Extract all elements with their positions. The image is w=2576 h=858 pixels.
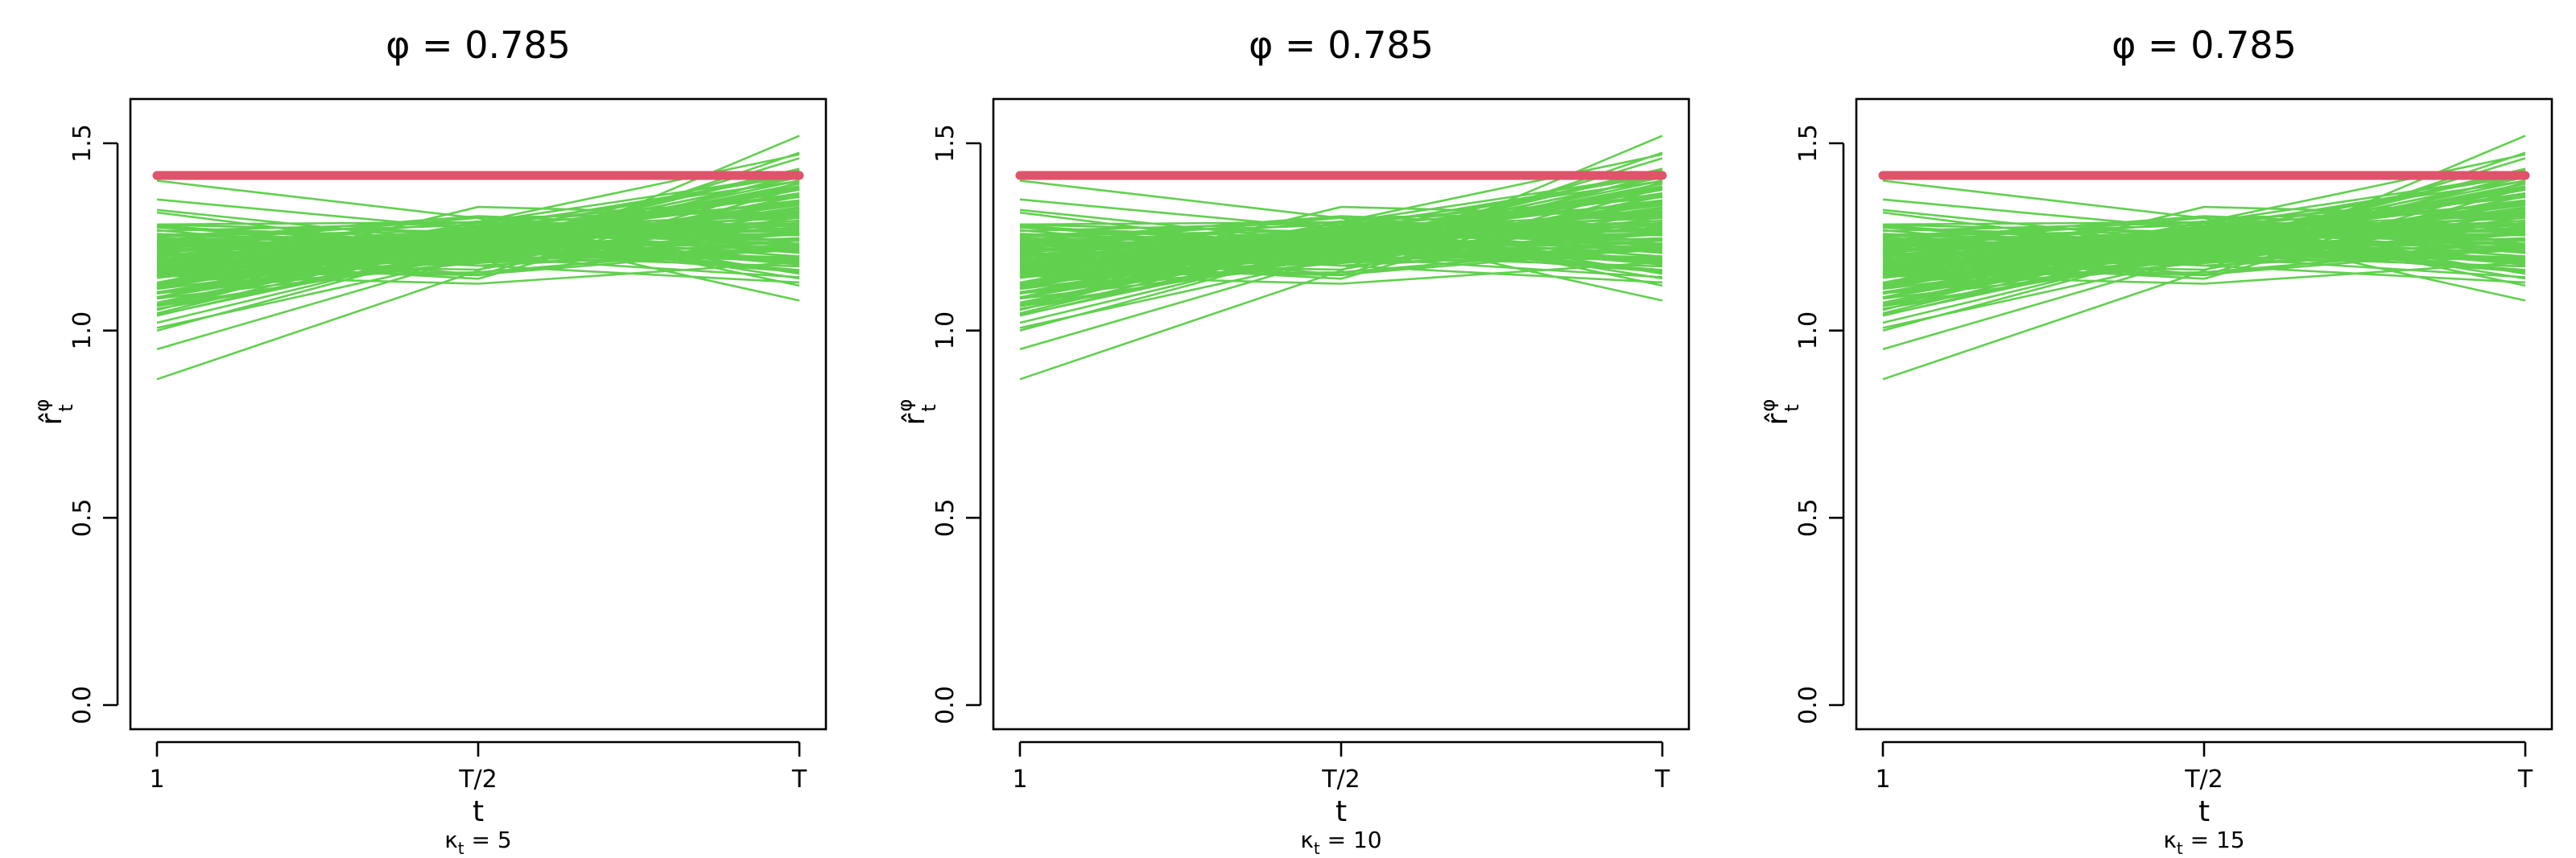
y-tick-label: 0.5 bbox=[931, 498, 960, 537]
y-tick-label: 1.0 bbox=[68, 311, 97, 350]
simulated-line bbox=[1019, 256, 1663, 329]
simulated-line bbox=[1882, 210, 2526, 245]
x-tick-label: T/2 bbox=[1321, 765, 1360, 794]
y-axis-label: r̂φt bbox=[894, 399, 940, 426]
simulated-line bbox=[1019, 219, 1663, 304]
x-axis-label: t bbox=[2198, 795, 2210, 828]
plot-frame bbox=[129, 97, 828, 731]
simulated-line bbox=[156, 241, 800, 287]
simulated-line bbox=[1019, 247, 1663, 267]
simulated-line bbox=[1019, 225, 1663, 274]
simulated-series-group bbox=[1882, 134, 2526, 381]
simulated-line bbox=[1882, 216, 2526, 294]
simulated-line bbox=[1882, 247, 2526, 267]
y-tick-label: 1.5 bbox=[68, 124, 97, 163]
chart-title: φ = 0.785 bbox=[1249, 23, 1434, 67]
x-axis-label: t bbox=[473, 795, 484, 828]
simulated-line bbox=[156, 216, 800, 294]
x-tick-label: T/2 bbox=[458, 765, 497, 794]
simulated-line bbox=[156, 195, 800, 272]
simulated-line bbox=[156, 225, 800, 274]
x-tick-label: T bbox=[1654, 765, 1670, 794]
simulated-line bbox=[1882, 225, 2526, 274]
simulated-line bbox=[1019, 216, 1663, 294]
x-axis-label: t bbox=[1335, 795, 1347, 828]
simulated-line bbox=[1019, 173, 1663, 278]
simulated-line bbox=[1882, 203, 2526, 237]
chart-title: φ = 0.785 bbox=[386, 23, 571, 67]
simulated-line bbox=[156, 222, 800, 290]
simulated-line bbox=[1019, 222, 1663, 290]
simulated-line bbox=[1882, 222, 2526, 290]
simulated-line bbox=[1882, 219, 2526, 304]
x-tick-label: 1 bbox=[1875, 765, 1890, 794]
simulated-line bbox=[156, 256, 800, 329]
x-tick-label: 1 bbox=[149, 765, 164, 794]
simulated-line bbox=[1882, 173, 2526, 278]
simulated-line bbox=[156, 203, 800, 237]
plot-frame bbox=[1855, 97, 2553, 731]
simulated-line bbox=[156, 210, 800, 245]
panel-caption: κt = 15 bbox=[2163, 827, 2244, 858]
x-tick-label: T bbox=[2517, 765, 2533, 794]
y-axis-label: r̂φt bbox=[31, 399, 77, 426]
y-tick-label: 1.5 bbox=[931, 124, 960, 163]
y-tick-label: 0.0 bbox=[1794, 686, 1823, 724]
simulated-series-group bbox=[156, 134, 800, 381]
simulated-series-group bbox=[1019, 134, 1663, 381]
y-tick-label: 0.0 bbox=[931, 686, 960, 724]
simulated-line bbox=[1019, 195, 1663, 272]
simulated-line bbox=[1019, 203, 1663, 237]
simulated-line bbox=[1019, 210, 1663, 245]
simulated-line bbox=[1882, 195, 2526, 272]
simulated-line bbox=[1882, 256, 2526, 329]
panel-caption: κt = 10 bbox=[1300, 827, 1381, 858]
simulated-line bbox=[156, 219, 800, 304]
y-tick-label: 0.0 bbox=[68, 686, 97, 724]
y-tick-label: 0.5 bbox=[68, 498, 97, 537]
x-tick-label: T/2 bbox=[2184, 765, 2223, 794]
x-tick-label: T bbox=[791, 765, 807, 794]
y-tick-label: 1.0 bbox=[931, 311, 960, 350]
panel-caption: κt = 5 bbox=[444, 827, 511, 858]
simulated-line bbox=[1882, 241, 2526, 287]
plot-frame bbox=[992, 97, 1690, 731]
simulated-line bbox=[1019, 241, 1663, 287]
x-tick-label: 1 bbox=[1012, 765, 1027, 794]
simulated-line bbox=[156, 173, 800, 278]
chart-title: φ = 0.785 bbox=[2112, 23, 2297, 67]
y-tick-label: 0.5 bbox=[1794, 498, 1823, 537]
simulated-line bbox=[156, 247, 800, 267]
y-tick-label: 1.0 bbox=[1794, 311, 1823, 350]
y-tick-label: 1.5 bbox=[1794, 124, 1823, 163]
y-axis-label: r̂φt bbox=[1757, 399, 1803, 426]
